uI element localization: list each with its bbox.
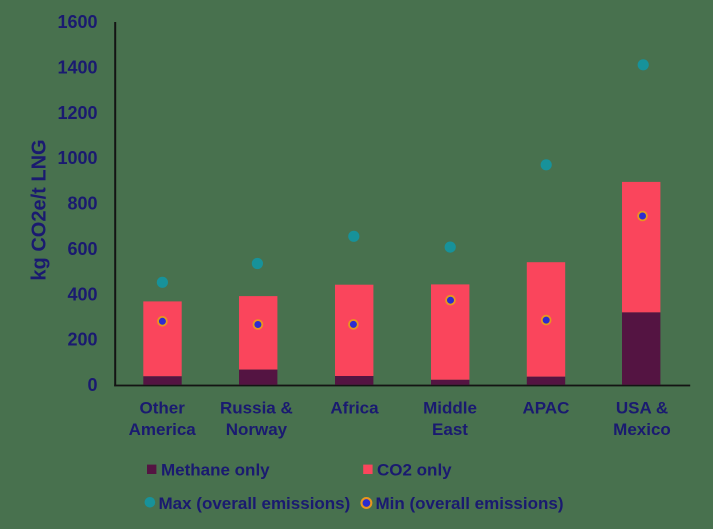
svg-text:1600: 1600	[57, 12, 97, 32]
svg-text:Mexico: Mexico	[613, 420, 671, 439]
svg-text:800: 800	[67, 194, 97, 214]
svg-text:USA &: USA &	[616, 399, 668, 418]
svg-text:Russia &: Russia &	[220, 399, 293, 418]
svg-text:1000: 1000	[57, 148, 97, 168]
svg-text:200: 200	[67, 330, 97, 350]
svg-text:Max (overall emissions): Max (overall emissions)	[159, 494, 351, 513]
svg-text:kg CO2e/t LNG: kg CO2e/t LNG	[29, 139, 51, 280]
svg-text:0: 0	[87, 375, 97, 395]
svg-text:East: East	[432, 420, 468, 439]
svg-text:Min (overall emissions): Min (overall emissions)	[376, 494, 564, 513]
svg-text:1200: 1200	[57, 103, 97, 123]
svg-text:APAC: APAC	[523, 399, 570, 418]
svg-text:400: 400	[67, 284, 97, 304]
svg-text:Middle: Middle	[423, 399, 477, 418]
svg-text:Africa: Africa	[330, 399, 379, 418]
svg-text:Methane only: Methane only	[161, 460, 270, 479]
svg-text:CO2 only: CO2 only	[377, 460, 452, 479]
svg-text:Other: Other	[140, 399, 186, 418]
svg-text:600: 600	[67, 239, 97, 259]
svg-text:Norway: Norway	[226, 420, 288, 439]
svg-text:America: America	[129, 420, 197, 439]
svg-text:1400: 1400	[57, 58, 97, 78]
